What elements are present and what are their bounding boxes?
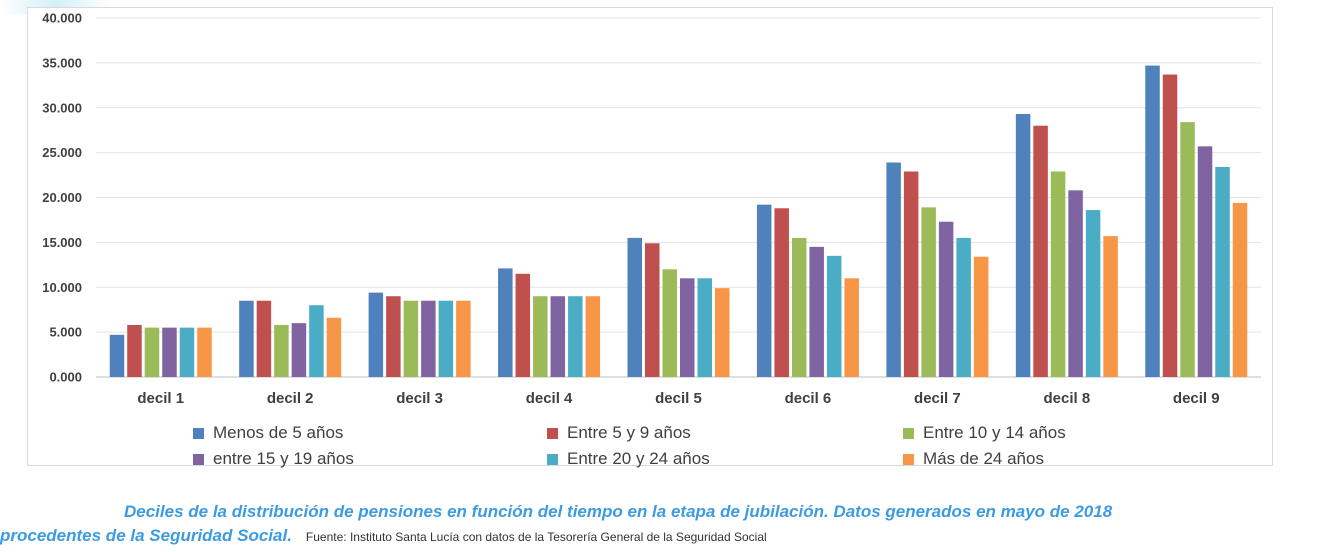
y-tick-label: 20.000 <box>42 190 82 205</box>
bar <box>1180 122 1195 377</box>
x-tick-label: decil 8 <box>1043 390 1090 407</box>
bar <box>903 171 919 377</box>
bar <box>774 208 789 377</box>
bar <box>645 243 660 377</box>
legend-label: Entre 20 y 24 años <box>567 449 710 468</box>
legend-swatch <box>547 453 558 465</box>
bar <box>1015 114 1031 377</box>
bar <box>680 278 695 377</box>
legend-item: Entre 5 y 9 años <box>547 421 691 445</box>
y-tick-label: 10.000 <box>42 280 82 295</box>
y-tick-label: 40.000 <box>42 11 82 26</box>
legend-label: Más de 24 años <box>923 449 1044 468</box>
bar <box>179 327 195 377</box>
bar <box>274 324 289 377</box>
bar <box>403 300 419 377</box>
bar <box>1033 125 1048 377</box>
bar <box>550 296 566 377</box>
x-tick-label: decil 2 <box>267 390 314 407</box>
bar <box>162 327 177 377</box>
legend-swatch <box>193 427 204 439</box>
legend-label: Entre 10 y 14 años <box>923 423 1066 442</box>
legend-item: Menos de 5 años <box>193 421 343 445</box>
bar <box>127 324 142 377</box>
bar <box>886 162 901 377</box>
bar <box>386 296 401 377</box>
bar <box>1103 236 1118 377</box>
bar <box>1145 65 1160 377</box>
bar <box>568 296 583 377</box>
bar <box>956 237 971 377</box>
bar <box>533 296 548 377</box>
bar <box>256 300 272 377</box>
bar <box>498 268 513 377</box>
figure-caption: Deciles de la distribución de pensiones … <box>0 500 1336 549</box>
source-note: Fuente: Instituto Santa Lucía con datos … <box>305 530 767 544</box>
legend-label: entre 15 y 19 años <box>213 449 354 468</box>
bar <box>421 300 436 377</box>
bar <box>662 269 677 377</box>
bar <box>1085 210 1101 377</box>
bar <box>1050 171 1066 377</box>
legend-item: entre 15 y 19 años <box>193 447 354 471</box>
legend-swatch <box>193 453 204 465</box>
caption-line-1: Deciles de la distribución de pensiones … <box>124 502 1113 521</box>
x-tick-label: decil 5 <box>655 390 702 407</box>
y-tick-label: 30.000 <box>42 100 82 115</box>
bar <box>973 256 989 377</box>
legend-label: Entre 5 y 9 años <box>567 423 691 442</box>
y-tick-label: 5.000 <box>49 325 82 340</box>
x-tick-label: decil 7 <box>914 390 961 407</box>
bar-chart: 0.000 5.000 10.000 15.000 20.000 25.000 30.000… <box>42 11 1261 407</box>
bar <box>585 296 601 377</box>
bar <box>715 288 730 377</box>
bar <box>756 204 772 377</box>
bar <box>309 305 324 377</box>
bar <box>1215 166 1230 377</box>
legend-item: Entre 20 y 24 años <box>547 447 710 471</box>
bar <box>197 327 212 377</box>
y-tick-label: 15.000 <box>42 235 82 250</box>
x-tick-label: decil 4 <box>526 390 573 407</box>
bar <box>809 246 824 377</box>
bar <box>844 278 859 377</box>
legend-item: Más de 24 años <box>903 447 1044 471</box>
bar <box>239 300 254 377</box>
bar <box>326 317 342 377</box>
legend-label: Menos de 5 años <box>213 423 344 442</box>
x-tick-label: decil 9 <box>1173 390 1220 407</box>
bar <box>291 323 307 377</box>
bar <box>438 300 454 377</box>
bar <box>1068 190 1083 377</box>
legend-swatch <box>903 427 914 439</box>
bar <box>1197 146 1213 377</box>
caption-line-2: procedentes de la Seguridad Social. <box>0 526 292 545</box>
bar <box>826 255 842 377</box>
y-tick-label: 35.000 <box>42 55 82 70</box>
legend-item: Entre 10 y 14 años <box>903 421 1066 445</box>
legend-swatch <box>903 453 914 465</box>
bar <box>791 237 807 377</box>
bar <box>697 278 712 377</box>
y-tick-label: 25.000 <box>42 145 82 160</box>
bar <box>921 207 936 377</box>
chart-frame: 0.000 5.000 10.000 15.000 20.000 25.000 30.000… <box>27 7 1273 468</box>
y-tick-label: 0.000 <box>49 370 82 385</box>
bar <box>109 334 125 377</box>
x-tick-label: decil 3 <box>396 390 443 407</box>
legend-swatch <box>547 427 558 439</box>
bar <box>938 221 954 377</box>
bar <box>144 327 160 377</box>
legend: Menos de 5 años Entre 5 y 9 años Entre 10 … <box>193 421 1273 473</box>
bar <box>1232 202 1248 377</box>
x-tick-label: decil 1 <box>137 390 184 407</box>
bar <box>456 300 471 377</box>
bar <box>1162 74 1178 377</box>
bar <box>515 273 531 377</box>
bar <box>627 237 642 377</box>
bar <box>368 292 384 377</box>
x-tick-label: decil 6 <box>785 390 832 407</box>
